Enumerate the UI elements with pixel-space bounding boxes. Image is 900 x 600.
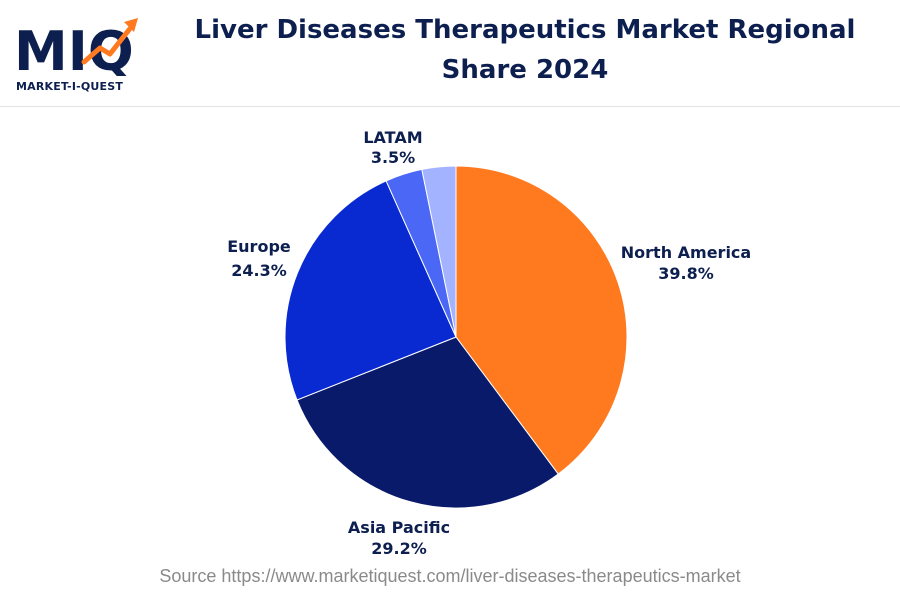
slice-label-value: 3.5% bbox=[371, 148, 415, 167]
logo-mark-icon: MIQ bbox=[14, 18, 138, 76]
header-divider bbox=[0, 106, 900, 107]
chart-title: Liver Diseases Therapeutics Market Regio… bbox=[194, 15, 856, 85]
logo-text: MARKET-I-QUEST bbox=[16, 80, 124, 93]
pie-slice-unlabeled bbox=[421, 165, 457, 338]
label-north-america: North America 39.8% bbox=[621, 243, 751, 283]
label-asia-pacific: Asia Pacific 29.2% bbox=[348, 518, 450, 558]
brand-logo: MIQ MARKET-I-QUEST bbox=[14, 10, 144, 94]
pie-slice-north-america bbox=[455, 165, 628, 475]
source-text: Source https://www.marketiquest.com/live… bbox=[159, 566, 741, 586]
pie-slice-asia-pacific bbox=[296, 336, 559, 509]
pie-slices bbox=[284, 165, 628, 509]
pie-slice-europe bbox=[284, 180, 457, 401]
slice-label-value: 39.8% bbox=[658, 264, 714, 283]
slice-label-value: 29.2% bbox=[371, 539, 427, 558]
slice-label-name: LATAM bbox=[363, 128, 422, 147]
slice-label-value: 24.3% bbox=[231, 261, 287, 280]
slice-label-name: Asia Pacific bbox=[348, 518, 450, 537]
slice-label-name: Europe bbox=[227, 237, 291, 256]
label-europe: Europe 24.3% bbox=[227, 237, 291, 280]
label-latam: LATAM 3.5% bbox=[363, 128, 422, 167]
slice-label-name: North America bbox=[621, 243, 751, 262]
